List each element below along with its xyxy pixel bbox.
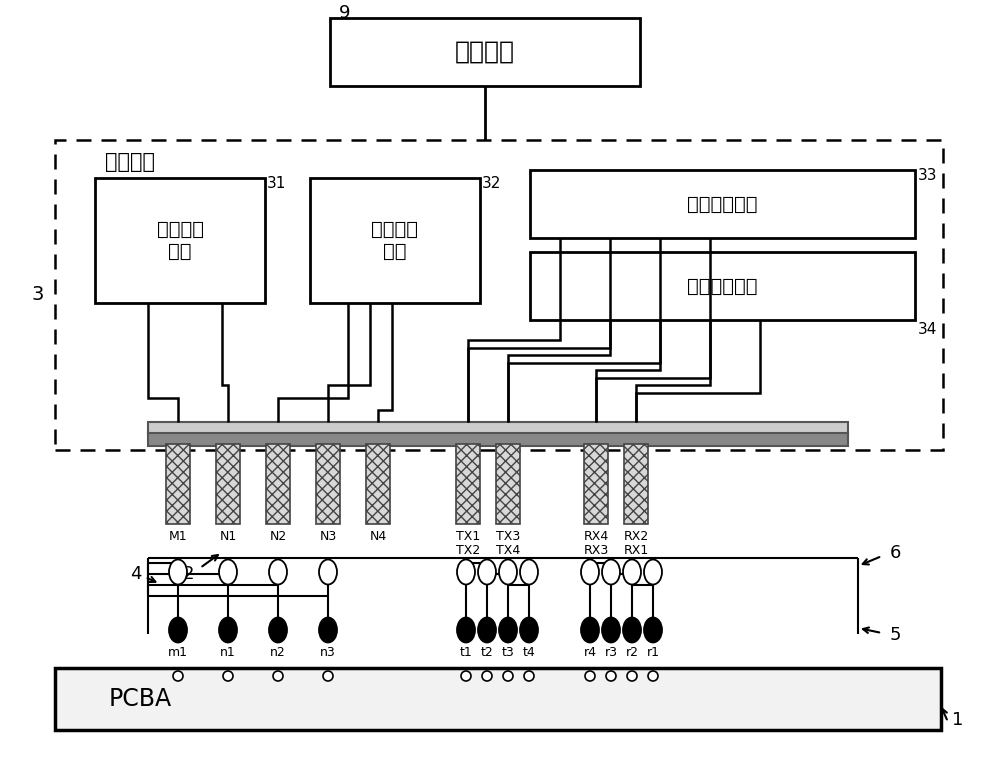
Text: TX3: TX3 xyxy=(496,529,520,542)
Text: 34: 34 xyxy=(918,322,937,337)
Text: t2: t2 xyxy=(481,646,493,659)
Circle shape xyxy=(627,671,637,681)
Text: TX2: TX2 xyxy=(456,543,480,556)
Text: t4: t4 xyxy=(523,646,535,659)
Ellipse shape xyxy=(169,559,187,584)
Bar xyxy=(55,140,943,450)
Text: n1: n1 xyxy=(220,646,236,659)
Text: 3: 3 xyxy=(32,286,44,304)
Text: 9: 9 xyxy=(339,4,351,22)
Circle shape xyxy=(524,671,534,681)
Circle shape xyxy=(173,671,183,681)
Ellipse shape xyxy=(269,559,287,584)
Ellipse shape xyxy=(219,559,237,584)
Text: 4: 4 xyxy=(130,565,142,583)
Ellipse shape xyxy=(623,559,641,584)
Bar xyxy=(310,178,480,303)
Ellipse shape xyxy=(581,559,599,584)
Ellipse shape xyxy=(581,618,599,643)
Ellipse shape xyxy=(457,559,475,584)
Bar xyxy=(166,444,190,524)
Bar xyxy=(456,444,480,524)
Text: N2: N2 xyxy=(269,529,287,542)
Text: 电压检测
单元: 电压检测 单元 xyxy=(372,220,418,261)
Text: t3: t3 xyxy=(502,646,514,659)
Ellipse shape xyxy=(169,618,187,643)
Circle shape xyxy=(223,671,233,681)
Bar xyxy=(148,422,848,435)
Text: RX3: RX3 xyxy=(583,543,609,556)
Text: N3: N3 xyxy=(319,529,337,542)
Text: 晶振检测
单元: 晶振检测 单元 xyxy=(156,220,204,261)
Ellipse shape xyxy=(644,559,662,584)
Text: 1: 1 xyxy=(952,711,964,729)
Circle shape xyxy=(585,671,595,681)
Ellipse shape xyxy=(478,559,496,584)
Ellipse shape xyxy=(319,559,337,584)
Ellipse shape xyxy=(269,618,287,643)
Text: 32: 32 xyxy=(482,176,501,191)
Text: RX2: RX2 xyxy=(623,529,649,542)
Ellipse shape xyxy=(520,618,538,643)
Text: n3: n3 xyxy=(320,646,336,659)
Bar xyxy=(584,444,608,524)
Bar xyxy=(624,444,648,524)
Text: RX4: RX4 xyxy=(583,529,609,542)
Text: 显示模块: 显示模块 xyxy=(455,40,515,64)
Bar xyxy=(216,444,240,524)
Bar xyxy=(530,252,915,320)
Text: 2: 2 xyxy=(182,565,194,583)
Text: r2: r2 xyxy=(626,646,639,659)
Ellipse shape xyxy=(457,618,475,643)
Bar xyxy=(316,444,340,524)
Circle shape xyxy=(503,671,513,681)
Circle shape xyxy=(461,671,471,681)
Ellipse shape xyxy=(623,618,641,643)
Bar xyxy=(496,444,520,524)
Ellipse shape xyxy=(499,559,517,584)
Bar xyxy=(530,170,915,238)
Text: M1: M1 xyxy=(169,529,187,542)
Bar xyxy=(55,668,941,730)
Circle shape xyxy=(606,671,616,681)
Text: 路径检测单元: 路径检测单元 xyxy=(687,276,758,296)
Bar xyxy=(366,444,390,524)
Text: TX1: TX1 xyxy=(456,529,480,542)
Text: TX4: TX4 xyxy=(496,543,520,556)
Circle shape xyxy=(648,671,658,681)
Ellipse shape xyxy=(499,618,517,643)
Text: t1: t1 xyxy=(460,646,472,659)
Bar xyxy=(266,444,290,524)
Text: 检测模块: 检测模块 xyxy=(105,152,155,172)
Bar xyxy=(95,178,265,303)
Text: 5: 5 xyxy=(890,626,902,644)
Ellipse shape xyxy=(602,618,620,643)
Ellipse shape xyxy=(219,618,237,643)
Ellipse shape xyxy=(602,559,620,584)
Text: PCBA: PCBA xyxy=(108,687,172,711)
Text: r1: r1 xyxy=(646,646,660,659)
Text: n2: n2 xyxy=(270,646,286,659)
Ellipse shape xyxy=(520,559,538,584)
Text: N4: N4 xyxy=(369,529,387,542)
Text: r3: r3 xyxy=(604,646,618,659)
Bar xyxy=(148,433,848,446)
Ellipse shape xyxy=(319,618,337,643)
Bar xyxy=(330,18,640,86)
Text: m1: m1 xyxy=(168,646,188,659)
Text: 压降检测单元: 压降检测单元 xyxy=(687,195,758,213)
Text: RX1: RX1 xyxy=(623,543,649,556)
Text: r4: r4 xyxy=(584,646,596,659)
Circle shape xyxy=(323,671,333,681)
Text: 31: 31 xyxy=(267,176,286,191)
Circle shape xyxy=(273,671,283,681)
Text: N1: N1 xyxy=(219,529,237,542)
Ellipse shape xyxy=(644,618,662,643)
Text: 33: 33 xyxy=(918,168,938,183)
Ellipse shape xyxy=(478,618,496,643)
Circle shape xyxy=(482,671,492,681)
Text: 6: 6 xyxy=(890,544,901,562)
